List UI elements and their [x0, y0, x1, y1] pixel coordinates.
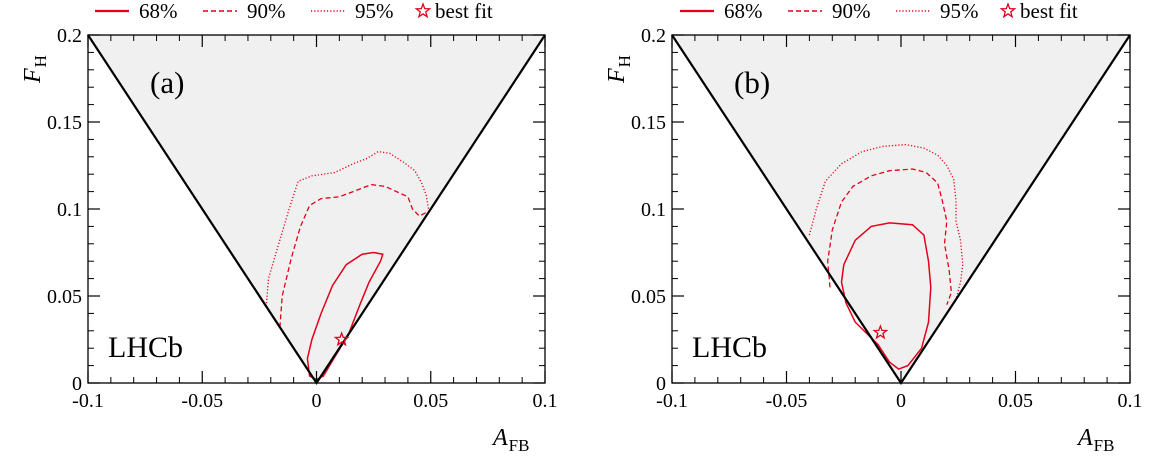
best-fit-star [872, 324, 889, 340]
y-tick-label: 0 [656, 373, 666, 395]
contour-95 [265, 150, 430, 307]
x-tick-label: -0.05 [766, 390, 808, 412]
y-axis-label: FH [20, 55, 50, 84]
x-tick-label: -0.1 [656, 390, 688, 412]
contour-90 [279, 183, 427, 328]
y-axis-label-sub: H [615, 55, 634, 67]
x-tick-label: 0 [896, 390, 906, 412]
x-tick-label: 0.05 [413, 390, 448, 412]
legend-label: 95% [355, 0, 394, 23]
legend-label: 68% [139, 0, 178, 23]
y-tick-label: 0.15 [631, 112, 666, 134]
x-tick-label: 0.1 [533, 390, 558, 412]
contour-68 [840, 222, 932, 370]
legend-panel-b: 68% 90% 95% best fit [680, 0, 1078, 23]
x-tick-label: -0.1 [72, 390, 104, 412]
x-tick-label: 0.05 [998, 390, 1033, 412]
panel-label: (b) [734, 65, 770, 100]
legend-label: 90% [247, 0, 286, 23]
legend-star-icon [414, 2, 432, 19]
x-axis-label: AFB [1076, 425, 1114, 455]
legend-label: best fit [1020, 0, 1078, 23]
y-tick-label: 0.15 [47, 112, 82, 134]
y-axis-label-sub: H [31, 55, 50, 67]
y-tick-label: 0.2 [57, 25, 82, 47]
y-tick-label: 0.2 [641, 25, 666, 47]
legend-panel-a: 68% 90% 95% best fit [95, 0, 493, 23]
legend-label: 90% [832, 0, 871, 23]
x-axis-label-sub: FB [1094, 436, 1115, 455]
y-axis-label: FH [604, 55, 634, 84]
best-fit-star [333, 331, 350, 347]
legend-label: 95% [940, 0, 979, 23]
x-tick-label: 0 [312, 390, 322, 412]
y-tick-label: 0.1 [641, 199, 666, 221]
x-axis-label: AFB [491, 425, 529, 455]
panel-b: -0.1 -0.05 0 0.05 0.1 0 0.05 0.1 0.15 0.2 (b) LHCb F… [604, 25, 1143, 455]
legend-star-icon [999, 2, 1017, 19]
panel-label: (a) [150, 65, 184, 100]
physical-region [672, 35, 1130, 383]
y-tick-label: 0.05 [631, 286, 666, 308]
legend-label: best fit [435, 0, 493, 23]
contour-90 [827, 168, 953, 305]
x-tick-label: 0.1 [1118, 390, 1143, 412]
y-tick-label: 0.1 [57, 199, 82, 221]
x-axis-label-sub: FB [509, 436, 530, 455]
x-tick-label: -0.05 [181, 390, 223, 412]
physical-region [88, 35, 545, 383]
lhcb-label: LHCb [692, 331, 767, 364]
legend-label: 68% [724, 0, 763, 23]
y-tick-label: 0 [72, 373, 82, 395]
panel-a: -0.1 -0.05 0 0.05 0.1 0 0.05 0.1 0.15 0.2 (a) LHCb F… [20, 25, 558, 455]
y-tick-label: 0.05 [47, 286, 82, 308]
lhcb-label: LHCb [108, 331, 183, 364]
